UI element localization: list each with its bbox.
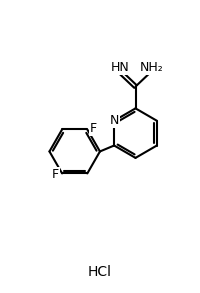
Text: HN: HN bbox=[111, 61, 129, 74]
Text: N: N bbox=[109, 114, 119, 127]
Text: F: F bbox=[90, 122, 97, 135]
Text: NH₂: NH₂ bbox=[140, 61, 164, 74]
Text: HCl: HCl bbox=[88, 265, 112, 279]
Text: F: F bbox=[52, 168, 59, 181]
